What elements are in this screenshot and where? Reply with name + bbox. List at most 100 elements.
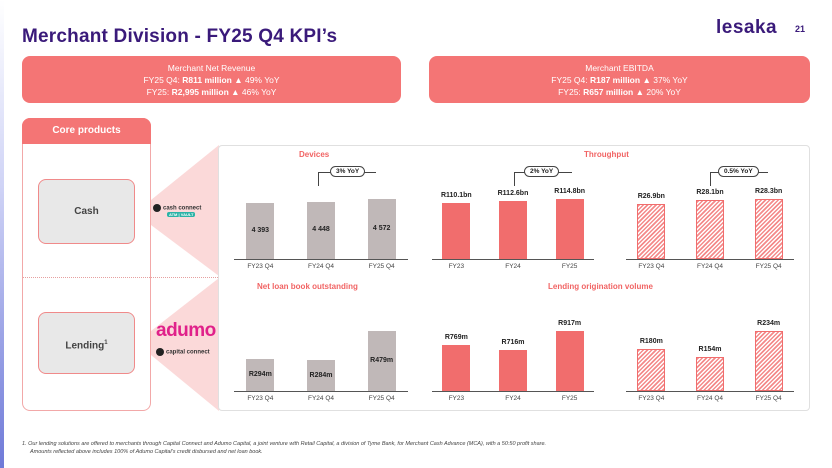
adumo-logo: adumo <box>156 320 216 341</box>
chart-bar <box>696 356 724 391</box>
chart-value-label: R180m <box>639 337 663 345</box>
chart-baseline <box>234 259 408 260</box>
chart-value-label: R114.8bn <box>554 188 586 195</box>
yoy-throughput-annual-badge: 2% YoY <box>524 166 560 177</box>
chart-category-label: FY25 Q4 <box>368 263 395 270</box>
chart-origination-quarterly: R180m FY23 Q4 R154m FY24 Q4 R234m FY25 Q4 <box>622 295 798 407</box>
page-number: 21 <box>795 24 806 34</box>
chart-category-label: FY23 <box>448 263 465 270</box>
section-title-loan-book: Net loan book outstanding <box>257 282 358 291</box>
chart-value-label: R110.1bn <box>440 192 472 200</box>
kpi-merchant-ebitda: Merchant EBITDA FY25 Q4: R187 million ▲ … <box>429 56 810 103</box>
chart-value-label: R26.9bn <box>637 193 665 201</box>
core-products-heading: Core products <box>22 118 151 144</box>
kpi-revenue-line2: FY25: R2,995 million ▲ 46% YoY <box>146 87 277 97</box>
chart-value-label: R112.6bn <box>497 190 529 198</box>
footnote-line2: Amounts reflected above includes 100% of… <box>30 449 263 455</box>
chart-category-label: FY24 Q4 <box>696 263 723 270</box>
section-title-origination: Lending origination volume <box>548 282 653 291</box>
chart-value-label: R28.3bn <box>755 188 783 195</box>
lesaka-logo: Lesaka <box>716 17 778 38</box>
chart-bar <box>442 203 471 259</box>
chart-bar <box>367 199 396 259</box>
left-accent-bar <box>0 0 4 468</box>
chart-category-label: FY23 Q4 <box>247 395 274 402</box>
chart-value-label: R154m <box>698 345 722 353</box>
section-title-devices: Devices <box>299 150 330 159</box>
cash-connect-icon <box>153 204 161 212</box>
chart-category-label: FY23 Q4 <box>638 263 665 270</box>
product-cash: Cash <box>38 179 135 244</box>
chart-bar <box>637 348 666 391</box>
chart-throughput-quarterly: R26.9bn FY23 Q4 R28.1bn FY24 Q4 R28.3bn FY25 … <box>622 160 798 275</box>
chart-bar <box>637 204 666 259</box>
chart-category-label: FY25 Q4 <box>755 395 782 402</box>
chart-bar <box>696 199 724 259</box>
chart-category-label: FY25 <box>561 263 578 270</box>
chart-bar <box>499 201 527 259</box>
chart-baseline <box>626 259 794 260</box>
chart-devices: 4 393 FY23 Q4 4 448 FY24 Q4 4 572 FY25 Q4 <box>230 160 412 275</box>
chart-category-label: FY25 <box>561 395 578 402</box>
chart-category-label: FY24 <box>505 395 521 402</box>
chart-loan-book: R294m FY23 Q4 R284m FY24 Q4 R479m FY25 Q4 <box>230 295 412 407</box>
chart-value-label: R716m <box>501 338 525 346</box>
kpi-revenue-line1: FY25 Q4: R811 million ▲ 49% YoY <box>143 75 280 85</box>
chart-bar <box>754 199 783 259</box>
chart-baseline <box>432 391 594 392</box>
kpi-revenue-heading: Merchant Net Revenue <box>167 63 256 73</box>
chart-category-label: FY23 <box>448 395 465 402</box>
chart-baseline <box>626 391 794 392</box>
chart-baseline <box>234 391 408 392</box>
connector-wedges <box>151 145 219 411</box>
lending-connector-wedge <box>151 278 219 411</box>
chart-value-label: R769m <box>444 333 468 341</box>
chart-value-label: R28.1bn <box>696 188 724 196</box>
footnote-line1: 1. Our lending solutions are offered to … <box>22 441 547 447</box>
chart-bar <box>307 360 335 391</box>
chart-value-label: R917m <box>558 320 582 327</box>
chart-category-label: FY23 Q4 <box>247 263 274 270</box>
chart-bar <box>555 199 584 259</box>
chart-category-label: FY24 Q4 <box>307 263 334 270</box>
chart-throughput-annual: R110.1bn FY23 R112.6bn FY24 R114.8bn FY25 <box>428 160 598 275</box>
chart-category-label: FY25 Q4 <box>755 263 782 270</box>
cash-connect-logo: cash connect ATM | VAULT <box>153 204 201 218</box>
chart-value-label: R284m <box>309 371 333 379</box>
kpi-ebitda-line1: FY25 Q4: R187 million ▲ 37% YoY <box>551 75 688 85</box>
chart-value-label: R294m <box>248 370 272 378</box>
page-title: Merchant Division - FY25 Q4 KPI’s <box>22 26 338 47</box>
chart-category-label: FY24 Q4 <box>696 395 723 402</box>
chart-bar <box>442 344 471 391</box>
capital-connect-icon <box>156 348 164 356</box>
chart-category-label: FY24 Q4 <box>307 395 334 402</box>
chart-bar <box>307 201 335 259</box>
product-lending: Lending1 <box>38 312 135 374</box>
chart-origination-annual: R769m FY23 R716m FY24 R917m FY25 <box>428 295 598 407</box>
chart-bar <box>499 349 527 391</box>
yoy-devices-badge: 3% YoY <box>330 166 366 177</box>
chart-category-label: FY25 Q4 <box>368 395 395 402</box>
kpi-ebitda-line2: FY25: R657 million ▲ 20% YoY <box>558 87 681 97</box>
cash-connector-wedge <box>151 145 219 276</box>
kpi-merchant-net-revenue: Merchant Net Revenue FY25 Q4: R811 milli… <box>22 56 401 103</box>
chart-category-label: FY23 Q4 <box>638 395 665 402</box>
chart-bar <box>367 331 396 391</box>
kpi-ebitda-heading: Merchant EBITDA <box>585 63 654 73</box>
yoy-throughput-quarterly-badge: 0.5% YoY <box>718 166 759 177</box>
chart-value-label: 4 572 <box>372 225 391 232</box>
chart-bar <box>246 203 275 259</box>
chart-bar <box>754 331 783 391</box>
chart-bar <box>246 358 275 391</box>
chart-value-label: R479m <box>370 357 394 364</box>
chart-value-label: R234m <box>757 320 781 327</box>
capital-connect-logo: capital connect <box>156 348 210 356</box>
cash-connect-tag: ATM | VAULT <box>167 212 196 217</box>
chart-category-label: FY24 <box>505 263 521 270</box>
chart-value-label: 4 448 <box>312 226 330 234</box>
chart-bar <box>555 331 584 391</box>
section-title-throughput: Throughput <box>584 150 629 159</box>
core-divider <box>23 277 218 278</box>
chart-value-label: 4 393 <box>251 227 270 235</box>
footnote: 1. Our lending solutions are offered to … <box>22 440 812 456</box>
